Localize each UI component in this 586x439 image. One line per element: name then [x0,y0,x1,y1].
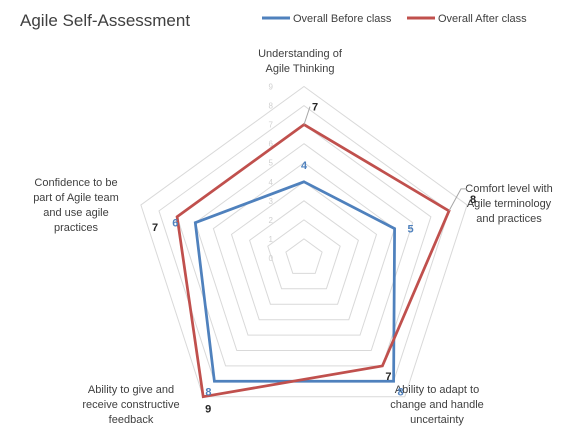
category-label-line: Agile terminology [467,198,552,210]
category-label-line: and use agile [43,207,108,219]
category-label: Comfort level with Agile terminology and p… [465,183,552,225]
grid-ring [140,85,468,398]
radial-tick-label: 0 [269,254,274,263]
data-label-after: 7 [312,102,318,114]
category-label: Understanding of Agile Thinking [258,48,343,75]
data-label-before: 8 [398,386,404,398]
radial-tick-label: 3 [269,197,274,206]
category-label-line: Agile Thinking [266,63,335,75]
radial-tick-label: 6 [269,140,274,149]
category-label: Confidence to be part of Agile team and us… [33,177,119,234]
radial-tick-label: 5 [269,159,274,168]
radar-grid [140,85,468,398]
category-label: Ability to adapt to change and handle unce… [390,384,484,426]
data-label-after: 8 [470,194,476,206]
radial-tick-label: 8 [269,102,274,111]
legend-label-before: Overall Before class [293,13,392,25]
data-label-before: 4 [301,160,308,172]
category-label-line: change and handle [390,399,484,411]
category-label-line: practices [54,222,99,234]
chart-title: Agile Self-Assessment [20,11,190,30]
data-label-before: 5 [408,224,414,236]
category-label-line: Ability to give and [88,384,174,396]
category-label-line: Comfort level with [465,183,552,195]
radial-tick-label: 7 [269,121,274,130]
data-label-after: 7 [385,371,391,383]
radial-tick-label: 4 [269,178,274,187]
data-label-after: 7 [152,222,158,234]
radial-tick-label: 2 [269,216,274,225]
grid-ring [249,200,359,305]
grid-ring [194,143,414,351]
grid-ring [285,238,323,274]
category-label-line: and practices [476,213,542,225]
radial-tick-labels: 0 1 2 3 4 5 6 7 8 9 [269,83,274,264]
series-line-after [175,122,451,399]
radar-series [175,122,451,399]
data-label-after: 9 [205,404,211,416]
category-label-line: Understanding of [258,48,343,60]
grid-ring [230,181,378,321]
category-label: Ability to give and receive constructive f… [82,384,179,426]
grid-ring [212,162,396,336]
category-label-line: receive constructive [82,399,179,411]
category-label-line: Confidence to be [34,177,117,189]
radial-tick-label: 9 [269,83,274,92]
data-label-before: 8 [205,386,211,398]
category-label-line: Ability to adapt to [395,384,479,396]
grid-ring [267,219,341,290]
category-label-line: feedback [109,414,154,426]
radial-tick-label: 1 [269,235,274,244]
legend: Overall Before class Overall After class [262,13,527,25]
category-label-line: part of Agile team [33,192,119,204]
category-labels: Understanding of Agile Thinking Comfort le… [33,48,553,426]
data-label-before: 6 [172,218,178,230]
category-label-line: uncertainty [410,414,464,426]
series-line-before [193,180,396,383]
legend-label-after: Overall After class [438,13,527,25]
data-label-leader [448,188,467,212]
data-label-leader [303,106,311,125]
